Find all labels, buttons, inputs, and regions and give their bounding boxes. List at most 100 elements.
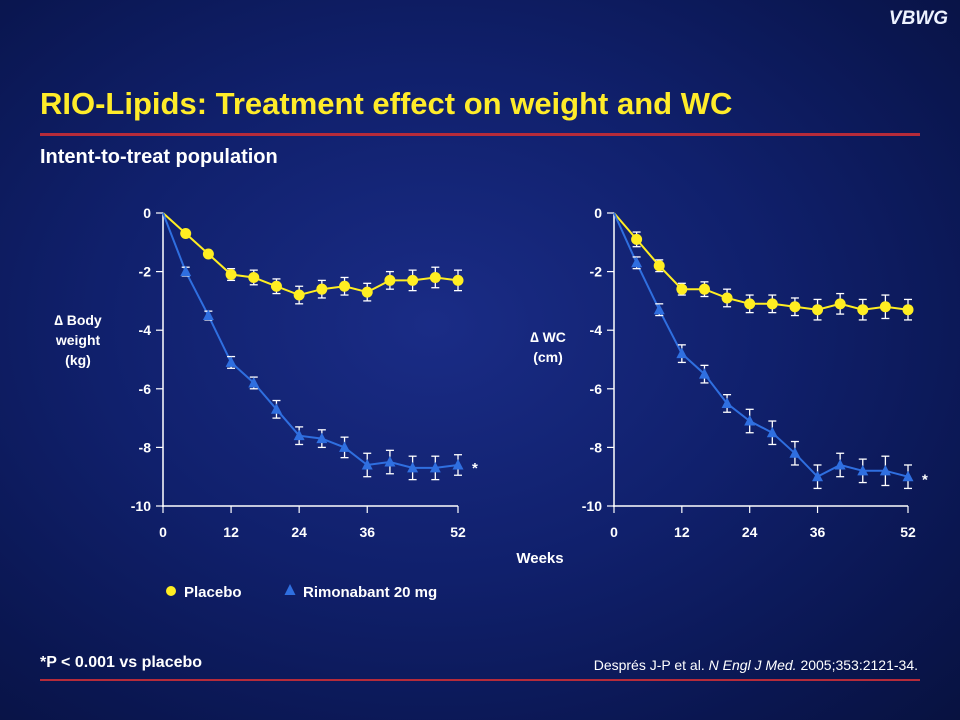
- placebo-series: [613, 212, 914, 321]
- x-tick-label: 52: [450, 524, 466, 540]
- placebo-point: [812, 304, 824, 316]
- rimonabant-point: [361, 458, 373, 470]
- legend-placebo-label: Placebo: [184, 584, 242, 601]
- rimonabant-point: [653, 303, 665, 315]
- placebo-point: [721, 292, 733, 304]
- x-tick-label: 12: [674, 524, 690, 540]
- x-tick-label: 0: [159, 524, 167, 540]
- rimonabant-point: [270, 403, 282, 414]
- title-divider: [40, 133, 920, 136]
- rimonabant-point: [339, 441, 351, 452]
- x-tick-label: 52: [900, 524, 916, 540]
- placebo-point: [902, 304, 914, 316]
- placebo-point: [225, 269, 237, 281]
- rimonabant-point: [293, 429, 305, 441]
- footer-divider: [40, 679, 920, 681]
- placebo-point: [698, 283, 710, 295]
- y-axis-label: ∆ WC (cm): [530, 329, 566, 365]
- y-axis-label-line: ∆ Body: [54, 312, 102, 328]
- placebo-point: [361, 286, 373, 298]
- x-tick-label: 12: [223, 524, 239, 540]
- rimonabant-point: [698, 368, 710, 379]
- placebo-point: [407, 274, 419, 286]
- waist-circumference-chart: 0 -2 -4 -6 -8 -10 0 12 24 36 52 ∆ WC (cm) *: [530, 205, 928, 540]
- rimonabant-point: [676, 347, 688, 359]
- series-line: [162, 212, 459, 469]
- chart-legend: Placebo Rimonabant 20 mg: [166, 584, 437, 601]
- placebo-point: [339, 280, 351, 292]
- charts-area: 0 -2 -4 -6 -8 -10 0 12 24 36 52 ∆ Body weight (kg) * 0…: [54, 205, 928, 601]
- placebo-point: [766, 298, 778, 310]
- y-axis-label: ∆ Body weight (kg): [54, 312, 102, 368]
- citation-authors: Després J-P et al.: [593, 657, 705, 673]
- y-tick-label: -6: [590, 381, 603, 397]
- placebo-point: [180, 228, 192, 240]
- rimonabant-point: [857, 464, 869, 476]
- placebo-point: [631, 233, 643, 245]
- placebo-point: [270, 280, 282, 292]
- placebo-point: [789, 301, 801, 313]
- legend-rimonabant-marker: [284, 584, 296, 595]
- significance-marker: *: [922, 472, 928, 489]
- rimonabant-point: [631, 256, 643, 268]
- y-axis-label-line: weight: [55, 332, 101, 348]
- rimonabant-series: [162, 212, 464, 481]
- rimonabant-point: [429, 461, 441, 473]
- page-title: RIO-Lipids: Treatment effect on weight a…: [40, 86, 733, 121]
- significance-footnote: *P < 0.001 vs placebo: [40, 654, 203, 671]
- y-tick-label: -2: [590, 264, 603, 280]
- y-tick-label: -8: [590, 439, 603, 455]
- x-tick-label: 24: [742, 524, 758, 540]
- y-axis-label-line: (cm): [533, 349, 563, 365]
- y-axis-label-line: (kg): [65, 352, 91, 368]
- page-subtitle: Intent-to-treat population: [40, 146, 278, 168]
- rimonabant-point: [407, 461, 419, 473]
- rimonabant-series: [613, 212, 914, 490]
- rimonabant-point: [812, 470, 824, 482]
- y-tick-label: 0: [143, 205, 151, 221]
- x-tick-label: 36: [810, 524, 826, 540]
- citation-journal: N Engl J Med.: [708, 657, 797, 673]
- placebo-point: [429, 271, 441, 283]
- rimonabant-point: [834, 458, 846, 470]
- y-tick-label: -10: [582, 498, 602, 514]
- citation: Després J-P et al. N Engl J Med. 2005;35…: [594, 657, 918, 673]
- x-tick-label: 36: [359, 524, 375, 540]
- placebo-point: [834, 298, 846, 310]
- legend-rimonabant-label: Rimonabant 20 mg: [303, 584, 437, 601]
- y-tick-label: 0: [594, 205, 602, 221]
- y-tick-label: -10: [131, 498, 151, 514]
- significance-marker: *: [472, 460, 478, 477]
- placebo-point: [202, 248, 214, 260]
- citation-details: 2005;353:2121-34.: [800, 657, 918, 673]
- placebo-point: [744, 298, 756, 310]
- x-tick-label: 24: [291, 524, 307, 540]
- y-tick-label: -2: [139, 264, 152, 280]
- rimonabant-point: [721, 397, 733, 408]
- rimonabant-point: [744, 415, 756, 426]
- rimonabant-point: [789, 447, 801, 458]
- placebo-point: [293, 289, 305, 301]
- body-weight-chart: 0 -2 -4 -6 -8 -10 0 12 24 36 52 ∆ Body weight (kg) *: [54, 205, 478, 540]
- y-tick-label: -4: [590, 322, 603, 338]
- placebo-point: [248, 271, 260, 283]
- rimonabant-point: [180, 265, 192, 277]
- placebo-point: [452, 274, 464, 286]
- placebo-point: [384, 274, 396, 286]
- y-axis-label-line: ∆ WC: [530, 329, 566, 345]
- series-line: [613, 212, 909, 478]
- y-tick-label: -6: [139, 381, 152, 397]
- x-tick-label: 0: [610, 524, 618, 540]
- placebo-series: [162, 212, 464, 305]
- rimonabant-point: [202, 309, 214, 321]
- rimonabant-point: [452, 458, 464, 470]
- rimonabant-point: [766, 426, 778, 438]
- placebo-point: [857, 304, 869, 316]
- placebo-point: [653, 260, 665, 272]
- legend-placebo-marker: [166, 586, 176, 596]
- rimonabant-point: [248, 376, 260, 388]
- y-tick-label: -8: [139, 439, 152, 455]
- placebo-point: [676, 283, 688, 295]
- rimonabant-point: [879, 464, 891, 476]
- y-tick-label: -4: [139, 322, 152, 338]
